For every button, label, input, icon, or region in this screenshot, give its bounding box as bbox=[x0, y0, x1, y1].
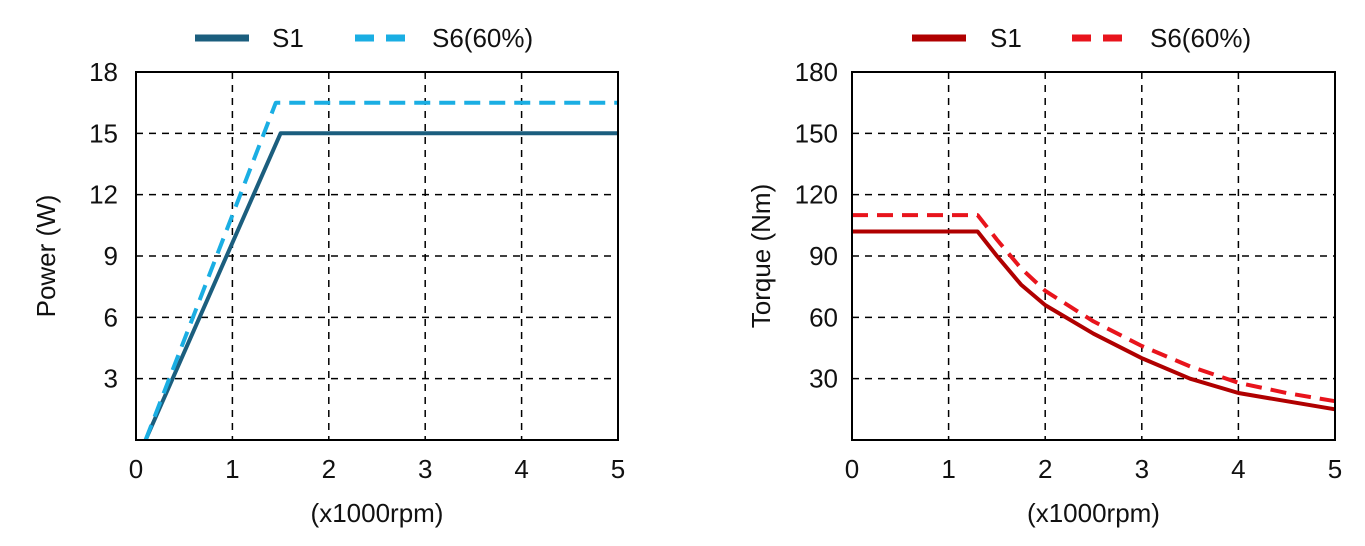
torque-chart-y-tick-label: 180 bbox=[795, 57, 838, 87]
power-chart-x-tick-label: 5 bbox=[611, 454, 625, 484]
power-chart-y-tick-label: 9 bbox=[104, 241, 118, 271]
power-chart-y-axis-label: Power (W) bbox=[31, 195, 61, 318]
power-chart-y-tick-label: 15 bbox=[89, 118, 118, 148]
power-chart-x-tick-label: 0 bbox=[129, 454, 143, 484]
power-chart-x-tick-label: 1 bbox=[225, 454, 239, 484]
power-chart-series-s6-line bbox=[143, 100, 618, 441]
torque-chart-series-s1-line bbox=[852, 229, 1336, 412]
torque-chart-x-tick-label: 3 bbox=[1135, 454, 1149, 484]
power-chart-plot-frame bbox=[135, 71, 619, 441]
torque-chart-x-tick-label: 1 bbox=[941, 454, 955, 484]
torque-chart-x-tick-label: 5 bbox=[1328, 454, 1342, 484]
power-chart-y-tick-label: 12 bbox=[89, 180, 118, 210]
torque-chart-y-tick-label: 150 bbox=[795, 118, 838, 148]
power-chart-legend-s1-label: S1 bbox=[272, 23, 304, 53]
torque-chart-plot-frame bbox=[851, 71, 1336, 441]
power-chart-y-tick-label: 18 bbox=[89, 57, 118, 87]
torque-chart-x-tick-label: 0 bbox=[845, 454, 859, 484]
power-chart-y-tick-label: 6 bbox=[104, 302, 118, 332]
power-chart-x-tick-label: 2 bbox=[322, 454, 336, 484]
torque-chart-x-tick-label: 2 bbox=[1038, 454, 1052, 484]
torque-chart-x-tick-label: 4 bbox=[1231, 454, 1245, 484]
torque-chart-y-tick-label: 90 bbox=[809, 241, 838, 271]
torque-chart-y-tick-label: 60 bbox=[809, 302, 838, 332]
torque-chart: 0 1 2 3 4 5 30 60 90 120 150 180 (x1000rpm) Torque (N… bbox=[746, 23, 1342, 528]
torque-chart-y-tick-label: 30 bbox=[809, 364, 838, 394]
torque-chart-x-axis-label: (x1000rpm) bbox=[1027, 498, 1160, 528]
torque-chart-y-tick-label: 120 bbox=[795, 180, 838, 210]
power-chart-y-tick-label: 3 bbox=[104, 364, 118, 394]
torque-chart-legend-s6-label: S6(60%) bbox=[1150, 23, 1251, 53]
power-chart-series-s1-line bbox=[143, 131, 618, 441]
power-chart-x-tick-label: 4 bbox=[514, 454, 528, 484]
torque-chart-series-s6-line bbox=[852, 213, 1336, 404]
torque-chart-y-axis-label: Torque (Nm) bbox=[746, 184, 776, 328]
torque-chart-legend-s1-label: S1 bbox=[990, 23, 1022, 53]
power-chart-legend-s6-label: S6(60%) bbox=[432, 23, 533, 53]
power-chart-x-tick-label: 3 bbox=[418, 454, 432, 484]
power-chart-x-axis-label: (x1000rpm) bbox=[311, 498, 444, 528]
